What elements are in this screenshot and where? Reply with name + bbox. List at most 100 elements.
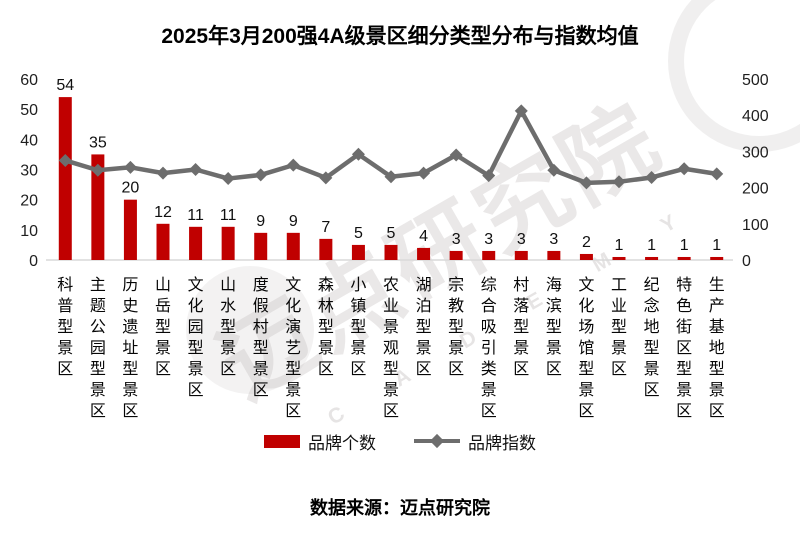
chart-legend: 品牌个数 品牌指数	[0, 428, 800, 454]
bar	[677, 256, 691, 260]
left-axis-tick-label: 20	[20, 193, 38, 210]
category-label-char: 合	[481, 297, 497, 315]
right-axis-tick-label: 400	[742, 108, 769, 125]
category-label-char: 景	[122, 382, 138, 399]
category-label-char: 小	[350, 276, 366, 294]
category-label-char: 史	[122, 297, 138, 315]
legend-label: 品牌个数	[308, 433, 376, 453]
right-axis-tick-label: 100	[742, 217, 769, 234]
bar-value-label: 3	[452, 231, 461, 248]
category-label-char: 型	[90, 360, 106, 378]
category-label-char: 林	[318, 297, 334, 315]
bar	[189, 226, 203, 260]
diamond-marker-icon	[254, 168, 268, 182]
category-label-char: 落	[513, 297, 529, 315]
legend-item-line-series: 品牌指数	[414, 429, 536, 454]
line-series-swatch-icon	[414, 433, 460, 449]
left-axis-tick-label: 0	[29, 253, 38, 270]
category-label-char: 产	[709, 297, 725, 315]
diamond-marker-icon	[579, 176, 593, 190]
diamond-marker-icon	[91, 163, 105, 177]
bar	[612, 256, 626, 260]
category-label-char: 教	[448, 297, 464, 315]
watermark-circle	[186, 266, 314, 394]
category-label-char: 村	[513, 276, 529, 294]
category-label-char: 区	[513, 361, 529, 378]
category-label-char: 景	[448, 340, 464, 357]
bar	[449, 250, 463, 260]
category-label-char: 文	[285, 276, 301, 294]
category-label-char: 历	[122, 277, 138, 294]
category-label-char: 型	[448, 318, 464, 336]
category-label-char: 假	[253, 297, 269, 315]
diamond-marker-icon	[449, 148, 463, 162]
category-label-char: 景	[383, 382, 399, 399]
category-label-char: 景	[188, 361, 204, 378]
category-label-char: 景	[676, 382, 692, 399]
category-label-char: 村	[253, 318, 269, 336]
diamond-marker-icon	[645, 170, 659, 184]
diamond-marker-icon	[710, 167, 724, 181]
category-label-char: 景	[90, 382, 106, 399]
category-label-char: 型	[155, 318, 171, 336]
category-label-char: 纪	[644, 276, 660, 294]
category-label-char: 景	[513, 340, 529, 357]
category-label-char: 区	[220, 361, 236, 378]
bar-value-label: 5	[354, 225, 363, 242]
category-label-char: 区	[253, 382, 269, 399]
category-label-char: 念	[644, 296, 660, 315]
category-label-char: 遗	[122, 318, 138, 336]
bar	[710, 256, 724, 260]
category-label-char: 区	[546, 361, 562, 378]
category-label-char: 色	[676, 297, 692, 315]
right-axis-tick-label: 0	[742, 253, 751, 270]
category-label-char: 主	[90, 276, 106, 294]
bar-value-label: 9	[289, 213, 298, 230]
bar	[579, 253, 593, 260]
bar-value-label: 11	[220, 207, 237, 224]
category-label-char: 化	[285, 297, 301, 315]
category-label-char: 型	[546, 318, 562, 336]
diamond-marker-icon	[417, 166, 431, 180]
diamond-marker-icon	[514, 104, 528, 118]
category-label-char: 型	[220, 318, 236, 336]
left-axis-tick-label: 40	[20, 132, 38, 149]
category-label-char: 型	[188, 339, 204, 357]
category-label-char: 区	[448, 361, 464, 378]
category-label-char: 滨	[546, 297, 562, 315]
bar-value-label: 11	[187, 207, 204, 224]
diamond-marker-icon	[547, 163, 561, 177]
category-label-char: 型	[709, 360, 725, 378]
category-label-char: 观	[383, 340, 399, 357]
bar-value-label: 1	[712, 237, 721, 254]
category-label-char: 区	[676, 340, 692, 357]
category-label-char: 型	[318, 318, 334, 336]
category-label-char: 型	[57, 318, 73, 336]
diamond-marker-icon	[319, 171, 333, 185]
category-label-char: 科	[57, 276, 73, 294]
category-label-char: 湖	[416, 276, 432, 294]
category-label-char: 区	[416, 361, 432, 378]
category-label-char: 景	[155, 340, 171, 357]
category-label-char: 吸	[481, 319, 497, 336]
category-label-char: 度	[253, 276, 269, 294]
category-label-char: 景	[220, 340, 236, 357]
category-label-char: 岳	[155, 297, 171, 315]
category-label-char: 区	[709, 403, 725, 420]
bar	[58, 97, 72, 260]
bar	[156, 223, 170, 260]
category-label-char: 区	[57, 361, 73, 378]
category-label-char: 型	[676, 360, 692, 378]
category-label-char: 农	[383, 276, 399, 294]
category-label-char: 地	[709, 339, 725, 357]
category-label-char: 园	[188, 319, 204, 336]
category-label-char: 题	[90, 298, 106, 315]
category-label-char: 公	[90, 319, 106, 336]
category-label-char: 馆	[578, 339, 594, 357]
bar	[384, 244, 398, 260]
category-label-char: 区	[122, 403, 138, 420]
bar-value-label: 3	[549, 231, 558, 248]
diamond-marker-icon	[384, 170, 398, 184]
category-label-char: 景	[318, 340, 334, 357]
